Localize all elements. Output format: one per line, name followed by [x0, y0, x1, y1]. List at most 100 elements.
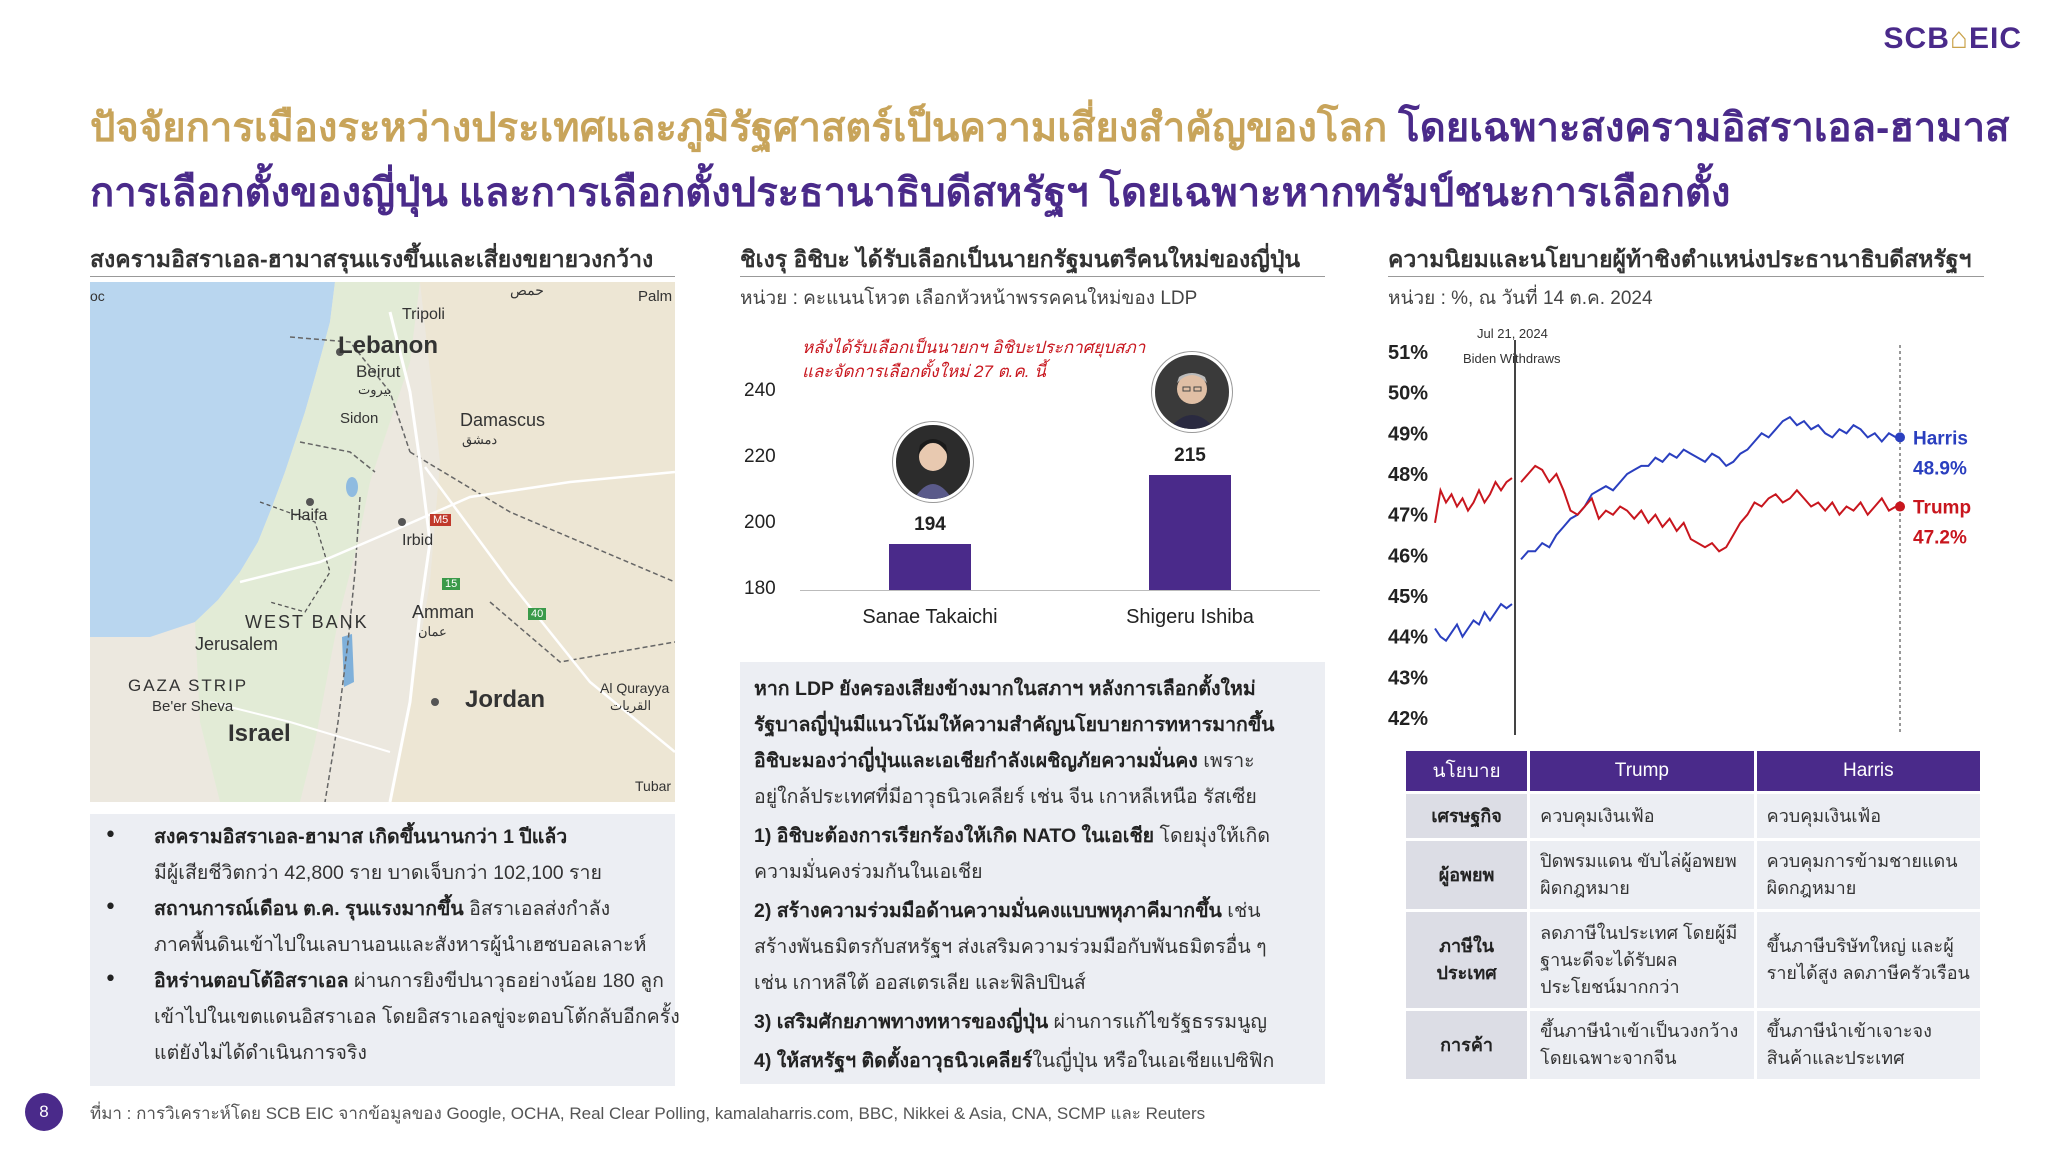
portrait-graphic: [914, 439, 952, 499]
map-label-route-15: 15: [442, 578, 461, 590]
category-label: Sanae Takaichi: [862, 606, 998, 628]
bullet-3-line-1: อิหร่านตอบโต้อิสราเอล ผ่านการยิงขีปนาวุธ…: [154, 963, 664, 999]
title-purple-part: โดยเฉพาะสงครามอิสราเอล-ฮามาส: [1398, 106, 2010, 150]
y-tick-label: 46%: [1388, 545, 1428, 567]
trump-series-line: [1520, 464, 1897, 553]
bullet-2-rest: อิสราเอลส่งกำลัง: [463, 898, 611, 920]
box-item-2-line-1: 2) สร้างความร่วมมือด้านความมั่นคงแบบพหุภ…: [754, 895, 1261, 926]
bullet-1-line-1: สงครามอิสราเอล-ฮามาส เกิดขึ้นนานกว่า 1 ป…: [154, 819, 567, 855]
harris-endpoint: [1895, 432, 1905, 443]
ldp-vote-bar-chart: 180 200 220 240 194 Sanae Takaichi 215 Shigeru …: [740, 370, 1325, 640]
box-item-2-line-3: เช่น เกาหลีใต้ ออสเตรเลีย และฟิลิปปินส์: [754, 972, 1086, 994]
row-topic: เศรษฐกิจ: [1406, 794, 1528, 838]
map-label-west-bank: WEST BANK: [245, 612, 369, 632]
middle-section-heading: ชิเงรุ อิชิบะ ได้รับเลือกเป็นนายกรัฐมนตร…: [740, 246, 1301, 272]
bullet-2-line-1: สถานการณ์เดือน ต.ค. รุนแรงมากขึ้น อิสราเ…: [154, 891, 610, 927]
box-p1-line-3-rest: เพราะ: [1197, 750, 1255, 772]
y-tick-label: 47%: [1388, 505, 1428, 527]
harris-series-line: [1520, 415, 1897, 561]
box-item-1-line-1: 1) อิชิบะต้องการเรียกร้องให้เกิด NATO ใน…: [754, 820, 1270, 851]
trump-endpoint: [1895, 501, 1905, 512]
row-trump-policy: ปิดพรมแดน ขับไล่ผู้อพยพผิดกฎหมาย: [1530, 841, 1754, 909]
page-title-line-2: การเลือกตั้งของญี่ปุ่น และการเลือกตั้งปร…: [90, 171, 1731, 215]
event-date-label: Jul 21, 2024: [1477, 326, 1548, 341]
y-tick-label: 42%: [1388, 708, 1428, 730]
y-tick-label: 49%: [1388, 423, 1428, 445]
poll-line-chart: 42% 43% 44% 45% 46% 47% 48% 49% 50% 51% Jul 21, 20…: [1388, 326, 1971, 735]
map-label-beirut: Beirut: [356, 362, 401, 381]
source-note: ที่มา : การวิเคราะห์โดย SCB EIC จากข้อมู…: [90, 1104, 1206, 1123]
y-tick-label: 48%: [1388, 464, 1428, 486]
row-trump-policy: ควบคุมเงินเฟ้อ: [1530, 794, 1754, 838]
map-label-beer-sheva: Be'er Sheva: [152, 698, 234, 715]
trump-value-label: 47.2%: [1913, 528, 1967, 549]
portrait-graphic: [1169, 373, 1215, 429]
y-tick-label: 240: [744, 380, 776, 401]
table-row: เศรษฐกิจ ควบคุมเงินเฟ้อ ควบคุมเงินเฟ้อ: [1406, 794, 1980, 838]
map-label-gaza-strip: GAZA STRIP: [128, 676, 249, 695]
box-p1-line-3-bold: อิชิบะมองว่าญี่ปุ่นและเอเชียกำลังเผชิญภั…: [754, 750, 1198, 772]
box-item-1-rest: โดยมุ่งให้เกิด: [1154, 825, 1270, 847]
annotation-line-2: และจัดการเลือกตั้งใหม่ 27 ต.ค. นี้: [802, 362, 1046, 381]
bullet-3-line-2: เข้าไปในเขตแดนอิสราเอล โดยอิสราเอลขู่จะต…: [154, 1006, 680, 1028]
bullet-1-line-2: มีผู้เสียชีวิตกว่า 42,800 ราย บาดเจ็บกว่…: [154, 862, 602, 884]
bar-value-label: 194: [914, 513, 946, 535]
event-label: Biden Withdraws: [1463, 351, 1561, 366]
table-header-trump: Trump: [1530, 751, 1754, 791]
box-item-2-rest: เช่น: [1221, 900, 1261, 922]
row-topic: การค้า: [1406, 1011, 1528, 1079]
map-label-israel: Israel: [228, 720, 291, 747]
box-item-4-rest: ในญี่ปุ่น หรือในเอเชียแปซิฟิก: [1032, 1050, 1275, 1072]
harris-series-line: [1434, 602, 1513, 643]
ishiba-portrait: [1152, 352, 1232, 432]
row-topic: ภาษีในประเทศ: [1406, 912, 1528, 1008]
table-row: การค้า ขึ้นภาษีนำเข้าเป็นวงกว้าง โดยเฉพา…: [1406, 1011, 1980, 1079]
trump-series-line: [1434, 477, 1513, 523]
box-item-2-bold: 2) สร้างความร่วมมือด้านความมั่นคงแบบพหุภ…: [754, 900, 1222, 922]
trump-legend-label: Trump: [1913, 498, 1971, 519]
middle-unit-note: หน่วย : คะแนนโหวต เลือกหัวหน้าพรรคคนใหม่…: [740, 288, 1198, 309]
x-axis-line: [800, 590, 1320, 591]
box-item-1-bold: 1) อิชิบะต้องการเรียกร้องให้เกิด NATO ใน…: [754, 825, 1155, 847]
ishiba-annotation: หลังได้รับเลือกเป็นนายกฯ อิชิบะประกาศยุบ…: [802, 336, 1145, 384]
bullet-dot: •: [104, 895, 117, 920]
bullet-1-bold: สงครามอิสราเอล-ฮามาส เกิดขึ้นนานกว่า 1 ป…: [154, 826, 568, 848]
left-heading-rule: [90, 276, 675, 277]
bullet-2-bold: สถานการณ์เดือน ต.ค. รุนแรงมากขึ้น: [154, 898, 464, 920]
row-harris-policy: ควบคุมเงินเฟ้อ: [1756, 794, 1980, 838]
right-unit-note: หน่วย : %, ณ วันที่ 14 ต.ค. 2024: [1388, 288, 1653, 309]
table-row: ภาษีในประเทศ ลดภาษีในประเทศ โดยผู้มีฐานะ…: [1406, 912, 1980, 1008]
box-p1-line-4: อยู่ใกล้ประเทศที่มีอาวุธนิวเคลียร์ เช่น …: [754, 786, 1257, 808]
map-label-route-40: 40: [528, 608, 547, 620]
map-label-beirut-ar: بيروت: [358, 382, 392, 397]
middle-east-map: حمص Palm oc Tripoli Lebanon Beirut بيروت…: [90, 282, 675, 802]
y-tick-label: 45%: [1388, 586, 1428, 608]
row-harris-policy: ขึ้นภาษีนำเข้าเจาะจงสินค้าและประเทศ: [1756, 1011, 1980, 1079]
bullet-2-line-2: ภาคพื้นดินเข้าไปในเลบานอนและสังหารผู้นำเ…: [154, 934, 647, 956]
left-bullet-box: [90, 814, 675, 1086]
y-tick-label: 220: [744, 446, 776, 467]
bullet-dot: •: [104, 967, 117, 992]
house-icon: ⌂: [1949, 22, 1969, 55]
map-label-damascus-ar: دمشق: [462, 432, 498, 447]
title-gold-part: ปัจจัยการเมืองระหว่างประเทศและภูมิรัฐศาส…: [90, 106, 1388, 150]
harris-value-label: 48.9%: [1913, 458, 1967, 479]
box-p1-line-1: หาก LDP ยังครองเสียงข้างมากในสภาฯ หลังกา…: [754, 678, 1256, 700]
map-label-lebanon: Lebanon: [338, 332, 438, 359]
category-label: Shigeru Ishiba: [1126, 606, 1254, 628]
right-section-heading: ความนิยมและนโยบายผู้ท้าชิงตำแหน่งประธานา…: [1388, 246, 1972, 272]
box-item-3-bold: 3) เสริมศักยภาพทางทหารของญี่ปุ่น: [754, 1011, 1049, 1033]
logo-text-eic: EIC: [1968, 22, 2022, 55]
map-label-oc: oc: [90, 288, 105, 304]
row-topic: ผู้อพยพ: [1406, 841, 1528, 909]
takaichi-portrait: [893, 422, 973, 502]
right-heading-rule: [1388, 276, 1984, 277]
map-label-tripoli: Tripoli: [402, 306, 445, 323]
box-p1-line-3: อิชิบะมองว่าญี่ปุ่นและเอเชียกำลังเผชิญภั…: [754, 745, 1255, 776]
map-label-haifa: Haifa: [290, 507, 328, 524]
harris-legend-label: Harris: [1913, 428, 1968, 449]
scb-eic-logo: SCB⌂EIC: [1884, 22, 2022, 56]
row-harris-policy: ขึ้นภาษีบริษัทใหญ่ และผู้รายได้สูง ลดภาษ…: [1756, 912, 1980, 1008]
row-trump-policy: ลดภาษีในประเทศ โดยผู้มีฐานะดีจะได้รับผลป…: [1530, 912, 1754, 1008]
table-row: ผู้อพยพ ปิดพรมแดน ขับไล่ผู้อพยพผิดกฎหมาย…: [1406, 841, 1980, 909]
